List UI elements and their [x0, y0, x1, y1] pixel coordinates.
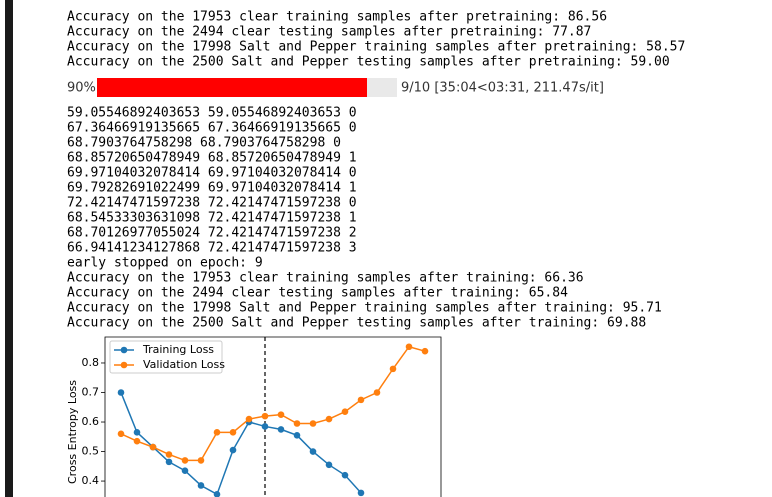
legend-label: Validation Loss	[143, 358, 225, 371]
y-tick-label: 0.4	[82, 474, 100, 487]
data-point	[341, 408, 349, 415]
y-tick-label: 0.6	[82, 415, 100, 428]
data-point	[277, 411, 285, 418]
y-axis-label: Cross Entropy Loss	[66, 380, 79, 484]
data-point	[389, 365, 397, 373]
data-point	[117, 430, 125, 438]
cell-indicator	[5, 0, 13, 497]
data-point	[293, 420, 301, 427]
series-line	[120, 392, 362, 496]
output-line: Accuracy on the 17998 Salt and Pepper tr…	[67, 40, 685, 55]
legend-label: Training Loss	[142, 343, 214, 356]
data-point	[373, 389, 381, 396]
axes-frame	[104, 336, 442, 497]
output-line: early stopped on epoch: 9	[67, 256, 263, 271]
data-point	[149, 443, 157, 451]
data-point	[341, 471, 349, 479]
data-point	[213, 429, 221, 436]
y-tick-label: 0.8	[82, 356, 100, 369]
data-point	[229, 446, 237, 454]
data-point	[197, 457, 205, 464]
output-line: 67.36466919135665 67.36466919135665 0	[67, 121, 357, 136]
data-point	[245, 415, 253, 423]
progress-status: 9/10 [35:04<03:31, 211.47s/it]	[401, 81, 604, 96]
output-line: 68.7903764758298 68.7903764758298 0	[67, 136, 341, 151]
data-point	[213, 491, 221, 497]
legend-box	[109, 340, 223, 374]
data-point	[229, 429, 237, 436]
data-point	[357, 489, 365, 497]
data-point	[181, 457, 189, 464]
output-line: 68.70126977055024 72.42147471597238 2	[67, 226, 357, 241]
output-line: 69.97104032078414 69.97104032078414 0	[67, 166, 357, 181]
progress-percent: 90%	[67, 81, 96, 96]
data-point	[133, 429, 141, 436]
data-point	[165, 451, 173, 458]
data-point	[261, 423, 269, 430]
data-point	[309, 448, 317, 455]
output-line: 68.85720650478949 68.85720650478949 1	[67, 151, 357, 166]
data-point	[325, 461, 333, 469]
data-point	[133, 437, 141, 445]
output-line: 72.42147471597238 72.42147471597238 0	[67, 196, 357, 211]
data-point	[357, 396, 365, 404]
data-point	[277, 426, 285, 433]
data-point	[309, 420, 317, 427]
data-point	[117, 389, 125, 396]
data-point	[325, 415, 333, 423]
data-point	[181, 467, 189, 475]
output-line: Accuracy on the 2500 Salt and Pepper tes…	[67, 316, 646, 331]
data-point	[405, 343, 413, 351]
output-line: Accuracy on the 17998 Salt and Pepper tr…	[67, 301, 662, 316]
output-line: Accuracy on the 2500 Salt and Pepper tes…	[67, 55, 670, 70]
output-line: Accuracy on the 2494 clear testing sampl…	[67, 286, 568, 301]
data-point	[165, 458, 173, 466]
data-point	[293, 432, 301, 439]
output-line: 59.05546892403653 59.05546892403653 0	[67, 106, 357, 121]
data-point	[421, 347, 429, 355]
y-tick-label: 0.7	[82, 385, 100, 398]
y-tick-label: 0.5	[82, 445, 100, 458]
data-point	[261, 412, 269, 420]
progress-fill	[97, 78, 367, 97]
legend-marker	[120, 346, 128, 354]
output-line: Accuracy on the 17953 clear training sam…	[67, 10, 607, 25]
output-line: 69.79282691022499 69.97104032078414 1	[67, 181, 357, 196]
output-line: Accuracy on the 17953 clear training sam…	[67, 271, 584, 286]
output-line: 66.94141234127868 72.42147471597238 3	[67, 241, 357, 256]
legend-marker	[120, 361, 128, 369]
output-line: 68.54533303631098 72.42147471597238 1	[67, 211, 357, 226]
data-point	[197, 482, 205, 489]
output-line: Accuracy on the 2494 clear testing sampl…	[67, 25, 591, 40]
